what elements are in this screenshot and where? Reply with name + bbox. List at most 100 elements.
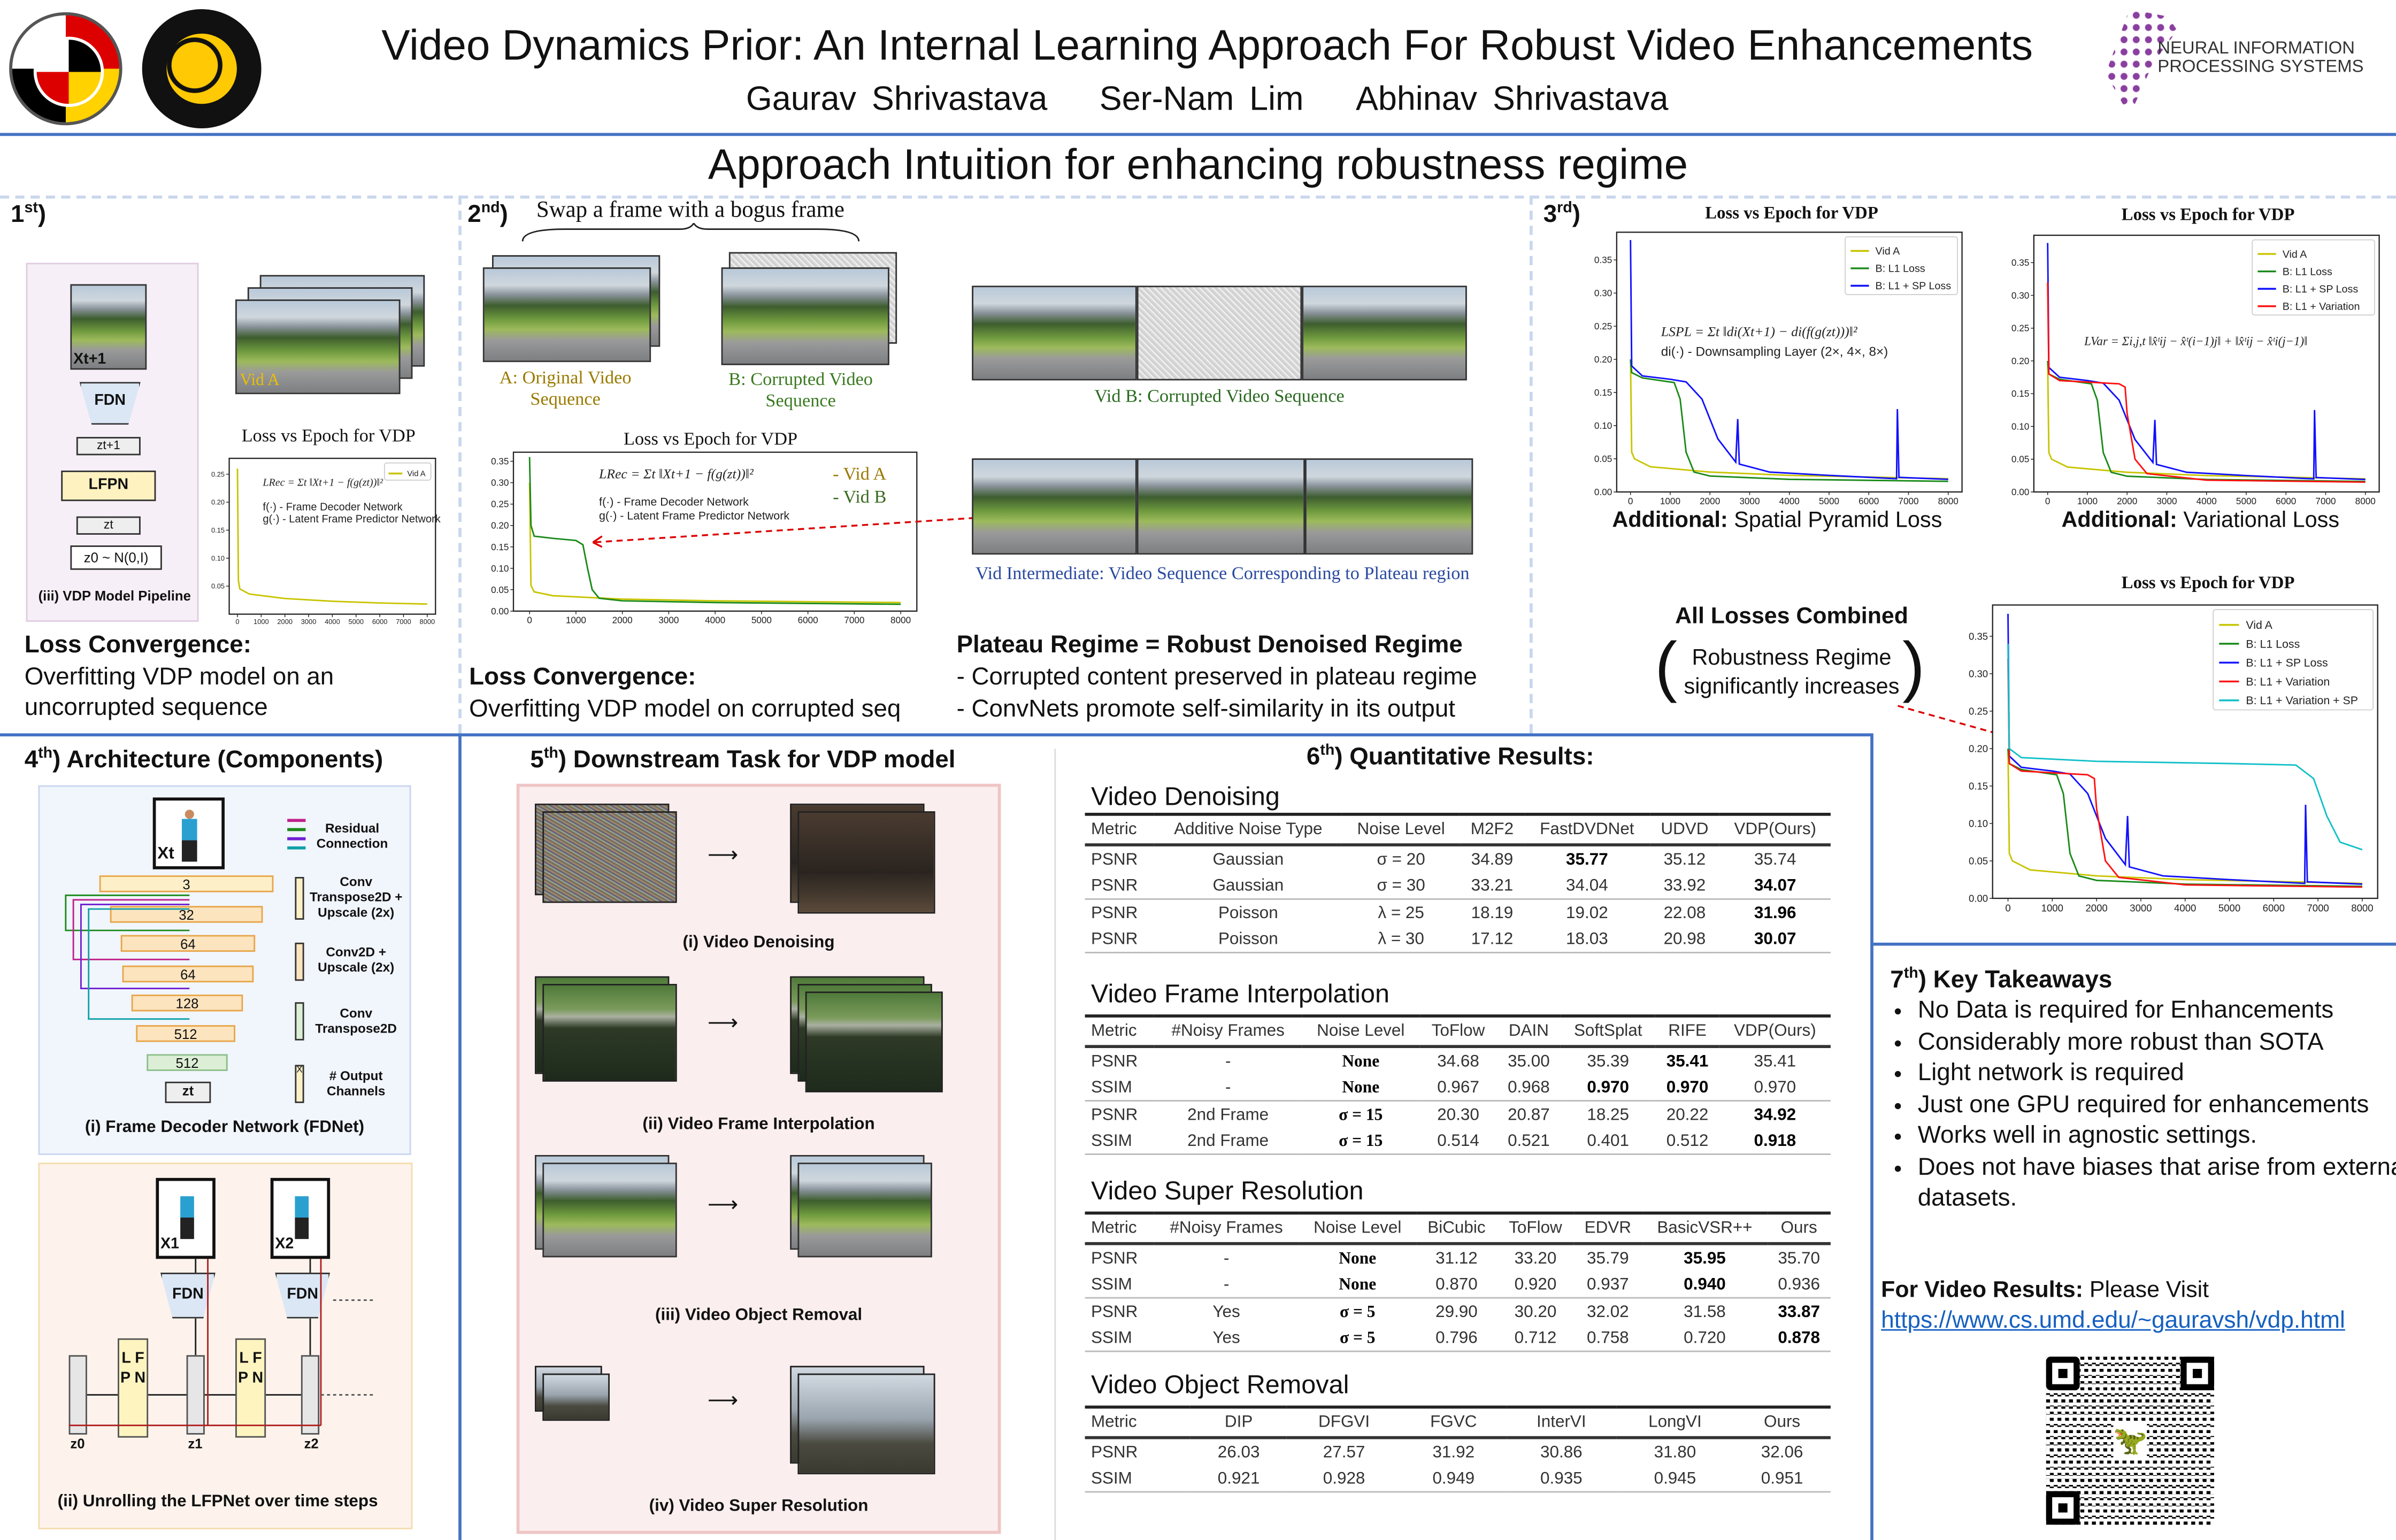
person-frame xyxy=(152,797,225,869)
table-cell: 22.08 xyxy=(1649,898,1720,926)
column-header: FGVC xyxy=(1401,1405,1507,1439)
column-header: FastDVDNet xyxy=(1524,813,1650,846)
chart-title: Loss vs Epoch for VDP xyxy=(2121,206,2295,225)
table-cell: PSNR xyxy=(1091,1052,1138,1071)
qr-code[interactable]: 🦖 xyxy=(2046,1357,2214,1525)
series-line xyxy=(2047,243,2366,481)
dinosaur-icon: 🦖 xyxy=(2113,1423,2147,1458)
sequence-a-label: A: Original Video Sequence xyxy=(499,366,632,410)
table-cell: 32.06 xyxy=(1761,1443,1803,1461)
loss-formula: LSPL = Σt ‖di(Xt+1) − di(f(g(zt)))‖² xyxy=(1661,324,1857,340)
neurips-text: NEURAL INFORMATION xyxy=(2157,40,2355,58)
y-tick-label: 0.20 xyxy=(1594,354,1612,365)
y-tick-label: 0.25 xyxy=(211,470,225,478)
table-cell: 34.92 xyxy=(1719,1100,1831,1128)
frame-image xyxy=(482,267,651,363)
column-header: UDVD xyxy=(1649,813,1720,846)
section-heading: 5th) Downstream Task for VDP model xyxy=(530,745,956,774)
x-tick-label: 0 xyxy=(2045,496,2051,506)
z0-block: z0 ~ N(0,I) xyxy=(70,545,162,570)
legend-label: B: L1 Loss xyxy=(2246,637,2300,650)
section-number: 3rd) xyxy=(1543,200,1580,228)
table-cell: None xyxy=(1342,1077,1380,1096)
table-cell: 0.870 xyxy=(1435,1275,1478,1293)
list-item: Just one GPU required for enhancements xyxy=(1918,1090,2396,1122)
table-cell: 35.79 xyxy=(1587,1249,1629,1267)
table-cell: 20.98 xyxy=(1649,926,1720,953)
robustness-note: Robustness Regime significantly increases xyxy=(1684,646,1900,700)
brace xyxy=(521,223,860,242)
y-tick-label: 0.25 xyxy=(2011,323,2029,334)
table-cell: 19.02 xyxy=(1524,898,1650,926)
column-header: Additive Noise Type xyxy=(1154,813,1342,846)
table-cell: 0.967 xyxy=(1437,1077,1479,1096)
frame-label: X1 xyxy=(160,1236,179,1253)
column-header: Metric xyxy=(1085,1405,1191,1439)
legend-label: Vid A xyxy=(1876,245,1901,257)
figure-caption: (i) Frame Decoder Network (FDNet) xyxy=(85,1118,365,1137)
frame-image xyxy=(797,1162,932,1258)
y-tick-label: 0.05 xyxy=(1969,855,1988,866)
table-cell: 0.935 xyxy=(1506,1465,1617,1493)
table-cell: 34.07 xyxy=(1754,876,1796,895)
table-row: PSNR Poisson λ = 30 17.12 18.03 20.98 30.07 xyxy=(1085,926,1831,953)
table-cell: Gaussian xyxy=(1212,876,1284,895)
subheading: Loss Convergence: xyxy=(24,632,251,659)
legend-label: B: L1 + Variation xyxy=(2246,675,2330,688)
x-tick-label: 5000 xyxy=(2218,902,2240,913)
legend-label: # Output Channels xyxy=(327,1068,386,1099)
series-line xyxy=(1630,359,1948,482)
series-line xyxy=(2007,658,2362,888)
x-tick-label: 6000 xyxy=(2263,902,2285,913)
body-text: Overfitting VDP model on an xyxy=(24,664,334,691)
legend xyxy=(384,462,432,481)
author-list: Gaurav Shrivastava Ser-Nam Lim Abhinav S… xyxy=(0,80,2396,119)
table-cell: 33.92 xyxy=(1663,876,1706,895)
layer-block: 64 xyxy=(120,935,256,952)
y-tick-label: 0.20 xyxy=(2011,356,2029,366)
list-item: Light network is required xyxy=(1918,1059,2396,1090)
section-heading: 4th) Architecture (Components) xyxy=(24,745,383,774)
body-text: Overfitting VDP model on corrupted seq xyxy=(469,696,901,723)
table-cell: - xyxy=(1223,1249,1230,1267)
results-table: Metric #Noisy Frames Noise Level ToFlow DAIN… xyxy=(1085,1014,1831,1155)
table-cell: 30.20 xyxy=(1497,1297,1574,1325)
y-tick-label: 0.15 xyxy=(1969,780,1988,791)
table-cell: None xyxy=(1339,1249,1377,1267)
arrow-icon: ⟶ xyxy=(707,1010,739,1035)
series-line xyxy=(236,468,427,605)
table-cell: None xyxy=(1339,1275,1377,1293)
high-res-frame xyxy=(797,1373,935,1475)
table-cell: 35.39 xyxy=(1587,1052,1630,1071)
x-tick-label: 8000 xyxy=(890,615,911,626)
x-tick-label: 4000 xyxy=(2174,902,2196,913)
table-cell: 0.940 xyxy=(1684,1275,1726,1293)
noisy-frame xyxy=(542,811,677,903)
legend-label: B: L1 + SP Loss xyxy=(1876,280,1952,292)
task-caption: (i) Video Denoising xyxy=(682,933,835,952)
series-line xyxy=(2007,613,2362,885)
loss-formula: LRec = Σt ‖Xt+1 − f(g(zt))‖² xyxy=(263,476,383,489)
combined-heading: All Losses Combined xyxy=(1675,603,1908,630)
table-cell: SSIM xyxy=(1085,1127,1155,1155)
table-cell: 0.928 xyxy=(1287,1465,1401,1493)
table-title: Video Denoising xyxy=(1091,782,1280,812)
table-row: SSIM 2nd Frame σ = 15 0.514 0.521 0.401 0.512 0… xyxy=(1085,1127,1831,1155)
series-line xyxy=(2007,748,2362,884)
plot-area xyxy=(512,451,918,612)
person-frame xyxy=(156,1177,216,1259)
z-label: z0 xyxy=(70,1436,85,1452)
column-header: InterVI xyxy=(1506,1405,1617,1439)
column-header: BiCubic xyxy=(1416,1211,1498,1245)
table-cell: 35.12 xyxy=(1663,850,1706,869)
divider xyxy=(0,133,2396,136)
table-cell: 33.87 xyxy=(1767,1297,1831,1325)
legend-label: Vid A xyxy=(2283,249,2308,260)
legend-label: Conv2D + Upscale (2x) xyxy=(318,944,395,975)
project-link[interactable]: https://www.cs.umd.edu/~gauravsh/vdp.htm… xyxy=(1881,1307,2345,1334)
sequence-b-label: B: Corrupted Video Sequence xyxy=(728,368,873,411)
table-cell: SSIM xyxy=(1085,1465,1191,1493)
table-row: PSNR 26.03 27.57 31.92 30.86 31.80 32.06 xyxy=(1085,1438,1831,1465)
legend-label: B: L1 Loss xyxy=(2283,266,2332,278)
list-item: Does not have biases that arise from ext… xyxy=(1918,1153,2396,1215)
